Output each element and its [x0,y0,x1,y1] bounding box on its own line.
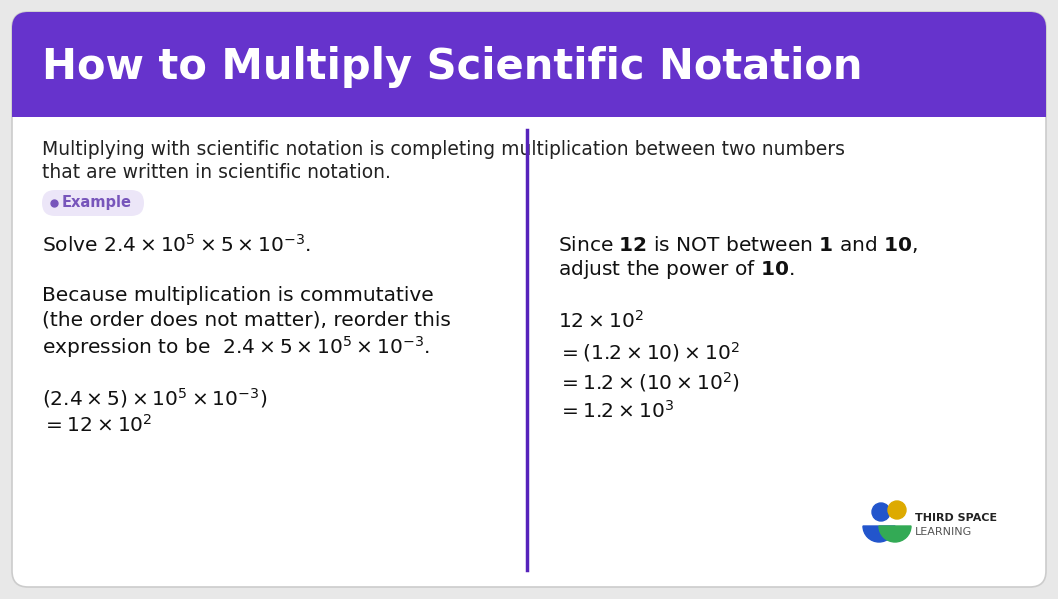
Text: $= 1.2 \times (10 \times 10^2)$: $= 1.2 \times (10 \times 10^2)$ [558,370,740,394]
Text: Example: Example [62,195,132,210]
Text: Because multiplication is commutative: Because multiplication is commutative [42,286,434,305]
Text: adjust the power of $\mathbf{10}$.: adjust the power of $\mathbf{10}$. [558,258,795,281]
FancyBboxPatch shape [12,12,1046,117]
Circle shape [872,503,890,521]
Text: THIRD SPACE: THIRD SPACE [915,513,997,523]
Bar [12,97,1046,117]
Text: Since $\mathbf{12}$ is NOT between $\mathbf{1}$ and $\mathbf{10}$,: Since $\mathbf{12}$ is NOT between $\mat… [558,234,918,255]
Text: $12 \times 10^2$: $12 \times 10^2$ [558,310,643,332]
Circle shape [888,501,906,519]
Text: that are written in scientific notation.: that are written in scientific notation. [42,163,390,182]
Text: $= 1.2 \times 10^3$: $= 1.2 \times 10^3$ [558,400,674,422]
Text: (the order does not matter), reorder this: (the order does not matter), reorder thi… [42,310,451,329]
Text: expression to be  $2.4 \times 5 \times 10^5 \times 10^{-3}$.: expression to be $2.4 \times 5 \times 10… [42,334,430,360]
Wedge shape [879,526,911,542]
Text: $(2.4 \times 5) \times 10^5 \times 10^{-3})$: $(2.4 \times 5) \times 10^5 \times 10^{-… [42,386,268,410]
Wedge shape [863,526,895,542]
Text: Multiplying with scientific notation is completing multiplication between two nu: Multiplying with scientific notation is … [42,140,845,159]
Text: How to Multiply Scientific Notation: How to Multiply Scientific Notation [42,47,862,89]
FancyBboxPatch shape [42,190,144,216]
Text: Solve $2.4 \times 10^5 \times 5 \times 10^{-3}$.: Solve $2.4 \times 10^5 \times 5 \times 1… [42,234,311,256]
Text: $= 12 \times 10^2$: $= 12 \times 10^2$ [42,414,152,436]
FancyBboxPatch shape [12,12,1046,587]
Text: LEARNING: LEARNING [915,527,972,537]
Text: $= (1.2 \times 10) \times 10^2$: $= (1.2 \times 10) \times 10^2$ [558,340,740,364]
